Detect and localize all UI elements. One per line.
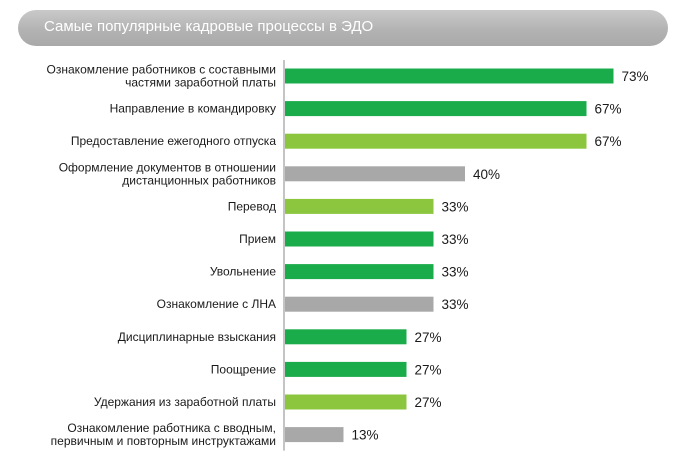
bar: [285, 101, 587, 117]
chart-title: Самые популярные кадровые процессы в ЭДО: [44, 18, 374, 35]
category-label: Оформление документов в отношении дистанц…: [59, 160, 276, 187]
category-label: Увольнение: [210, 265, 276, 279]
category-label: Дисциплинарные взыскания: [118, 330, 276, 344]
category-label: Перевод: [228, 199, 276, 213]
bar: [285, 231, 434, 247]
value-label: 27%: [415, 330, 442, 345]
bar: [285, 329, 407, 345]
category-label: Предоставление ежегодного отпуска: [71, 134, 277, 148]
value-label: 33%: [442, 297, 469, 312]
value-label: 13%: [352, 428, 379, 443]
category-label: Ознакомление с ЛНА: [157, 297, 276, 311]
category-label: Удержания из заработной платы: [94, 395, 276, 409]
value-label: 33%: [442, 199, 469, 214]
value-label: 33%: [442, 265, 469, 280]
bar: [285, 166, 465, 182]
category-label: Ознакомление работника с вводным, первичн…: [51, 421, 276, 448]
bar: [285, 198, 434, 214]
value-label: 27%: [415, 395, 442, 410]
bar: [285, 68, 614, 84]
bar: [285, 394, 407, 410]
bar: [285, 264, 434, 280]
value-label: 40%: [473, 167, 500, 182]
value-label: 73%: [622, 69, 649, 84]
value-label: 33%: [442, 232, 469, 247]
category-label: Поощрение: [211, 362, 277, 376]
value-label: 67%: [595, 102, 622, 117]
bar: [285, 133, 587, 149]
value-label: 27%: [415, 362, 442, 377]
bar: [285, 296, 434, 312]
category-label: Ознакомление работников с составными част…: [47, 63, 276, 90]
bar: [285, 361, 407, 377]
category-label: Прием: [239, 232, 276, 246]
value-label: 67%: [595, 134, 622, 149]
category-label: Направление в командировку: [110, 102, 276, 116]
chart-title-bar: Самые популярные кадровые процессы в ЭДО: [18, 10, 668, 46]
bar: [285, 427, 344, 443]
